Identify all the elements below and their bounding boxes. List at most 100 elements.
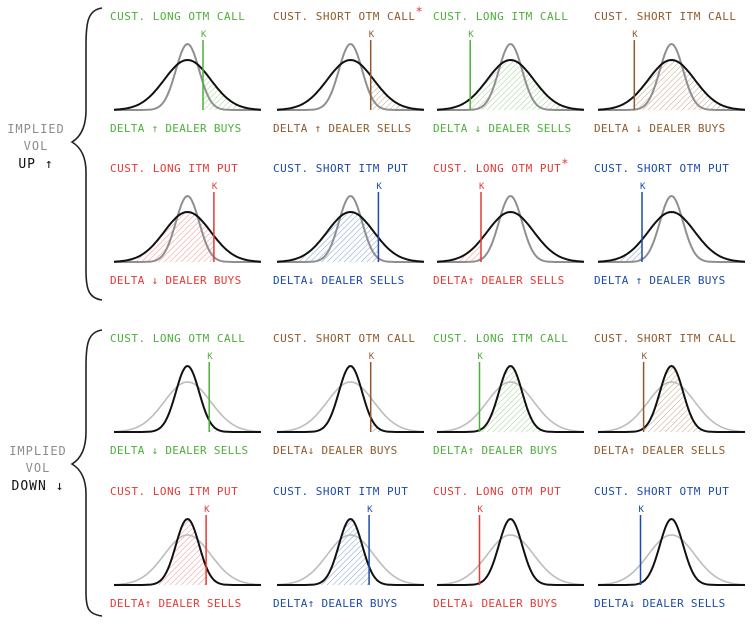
prior-distribution-curve [437, 42, 584, 111]
new-distribution-curve [437, 364, 584, 433]
panel-title-text: CUST. SHORT OTM CALL [273, 332, 416, 345]
prior-distribution-curve [113, 381, 262, 433]
distribution-plot: K [597, 182, 746, 263]
shaded-region [203, 70, 261, 110]
panel-caption: DELTA ↓ DEALER SELLS [433, 122, 572, 135]
prior-distribution-curve [277, 42, 424, 111]
strike-label: K [207, 352, 213, 362]
prior-distribution-curve [597, 534, 746, 586]
prior-distribution-curve [114, 194, 261, 263]
new-distribution-curve [436, 58, 585, 111]
panel-vol-down-1: CUST. LONG OTM CALL K DELTA ↓ DEALER SELLS [110, 332, 270, 482]
distribution-plot: K [276, 182, 425, 263]
panel-caption: DELTA ↑ DEALER BUYS [594, 274, 726, 287]
panel-title: CUST. SHORT OTM PUT [594, 485, 729, 498]
shaded-region [277, 212, 379, 262]
panel-vol-down-2: CUST. SHORT OTM CALL K DELTA↓ DEALER BUYS [273, 332, 433, 482]
panel-title: CUST. SHORT OTM CALL* [273, 5, 423, 23]
new-distribution-curve [436, 210, 585, 263]
row-label-line3: UP ↑ [18, 157, 54, 172]
strike-label: K [632, 30, 638, 40]
panel-title-text: CUST. LONG ITM CALL [433, 332, 569, 345]
strike-label: K [478, 505, 484, 515]
panel-title-text: CUST. SHORT ITM CALL [594, 332, 737, 345]
shaded-region [370, 417, 424, 432]
panel-vol-down-8: CUST. SHORT OTM PUT K DELTA↓ DEALER SELLS [594, 485, 752, 635]
panel-title-text: CUST. SHORT ITM PUT [273, 485, 409, 498]
prior-distribution-curve [276, 534, 425, 586]
panel-title: CUST. SHORT ITM PUT [273, 162, 408, 175]
distribution-plot: K [597, 505, 746, 586]
panel-title-text: CUST. SHORT OTM CALL [273, 10, 416, 23]
panel-title: CUST. SHORT OTM PUT [594, 162, 729, 175]
distribution-plot: K [113, 30, 262, 111]
panel-title: CUST. SHORT ITM PUT [273, 485, 408, 498]
shaded-region [598, 239, 642, 262]
row-label-vol-down: IMPLIED VOL DOWN ↓ [0, 443, 76, 495]
distribution-plot: K [436, 352, 585, 433]
panel-title-text: CUST. LONG ITM PUT [110, 162, 239, 175]
prior-distribution-curve [277, 194, 424, 263]
shaded-region [370, 75, 424, 110]
distribution-plot: K [436, 505, 585, 586]
strike-label: K [376, 182, 382, 192]
brace-vol-up [70, 7, 103, 301]
panel-title-text: CUST. LONG OTM CALL [110, 10, 246, 23]
strike-label: K [367, 505, 373, 515]
shaded-region [114, 519, 207, 585]
strike-label: K [640, 182, 646, 192]
panel-caption: DELTA ↑ DEALER SELLS [273, 122, 412, 135]
panel-vol-down-7: CUST. LONG OTM PUT K DELTA↓ DEALER BUYS [433, 485, 593, 635]
strike-label: K [468, 30, 474, 40]
panel-title-text: CUST. LONG OTM PUT [433, 162, 562, 175]
distribution-plot: K [276, 352, 425, 433]
panel-caption: DELTA↑ DEALER SELLS [110, 597, 242, 610]
prior-distribution-curve [113, 534, 262, 586]
row-label-line2: VOL [23, 139, 49, 153]
panel-title: CUST. LONG ITM PUT [110, 485, 238, 498]
panel-caption: DELTA↑ DEALER SELLS [433, 274, 565, 287]
new-distribution-curve [277, 364, 424, 433]
panel-caption: DELTA↓ DEALER BUYS [433, 597, 558, 610]
row-label-line2: VOL [25, 461, 51, 475]
strike-label: K [201, 30, 207, 40]
panel-title: CUST. SHORT ITM CALL [594, 332, 736, 345]
strike-label: K [369, 30, 375, 40]
distribution-plot: K [436, 182, 585, 263]
new-distribution-curve [598, 364, 745, 433]
distribution-plot: K [113, 182, 262, 263]
shaded-region [437, 239, 481, 262]
panel-title: CUST. LONG ITM CALL [433, 332, 568, 345]
panel-vol-up-7: CUST. LONG OTM PUT* K DELTA↑ DEALER SELLS [433, 157, 593, 312]
panel-title-text: CUST. LONG ITM PUT [110, 485, 239, 498]
prior-distribution-curve [437, 194, 584, 263]
panel-title-text: CUST. SHORT OTM PUT [594, 162, 730, 175]
new-distribution-curve [276, 210, 425, 263]
panel-title: CUST. LONG OTM PUT* [433, 157, 569, 175]
prior-distribution-curve [114, 42, 261, 111]
new-distribution-curve [114, 364, 261, 433]
panel-caption: DELTA ↑ DEALER BUYS [110, 122, 242, 135]
panel-caption: DELTA ↓ DEALER BUYS [110, 274, 242, 287]
row-label-line1: IMPLIED [7, 122, 65, 136]
distribution-plot: K [436, 30, 585, 111]
shaded-region [277, 519, 370, 585]
strike-label: K [478, 352, 484, 362]
prior-distribution-curve [597, 381, 746, 433]
new-distribution-curve [597, 210, 746, 263]
panel-vol-down-5: CUST. LONG ITM PUT K DELTA↑ DEALER SELLS [110, 485, 270, 635]
panel-title: CUST. LONG ITM PUT [110, 162, 238, 175]
asterisk-mark: * [561, 156, 569, 171]
prior-distribution-curve [436, 381, 585, 433]
panel-title-text: CUST. LONG ITM CALL [433, 10, 569, 23]
strike-label: K [369, 352, 375, 362]
panel-vol-up-2: CUST. SHORT OTM CALL* K DELTA ↑ DEALER SEL… [273, 5, 433, 160]
new-distribution-curve [277, 517, 424, 586]
row-label-line1: IMPLIED [9, 444, 67, 458]
strike-label: K [479, 182, 485, 192]
panel-caption: DELTA ↓ DEALER SELLS [110, 444, 249, 457]
panel-caption: DELTA↑ DEALER BUYS [273, 597, 398, 610]
panel-title-text: CUST. SHORT ITM CALL [594, 10, 737, 23]
distribution-plot: K [276, 30, 425, 111]
strike-label: K [212, 182, 218, 192]
